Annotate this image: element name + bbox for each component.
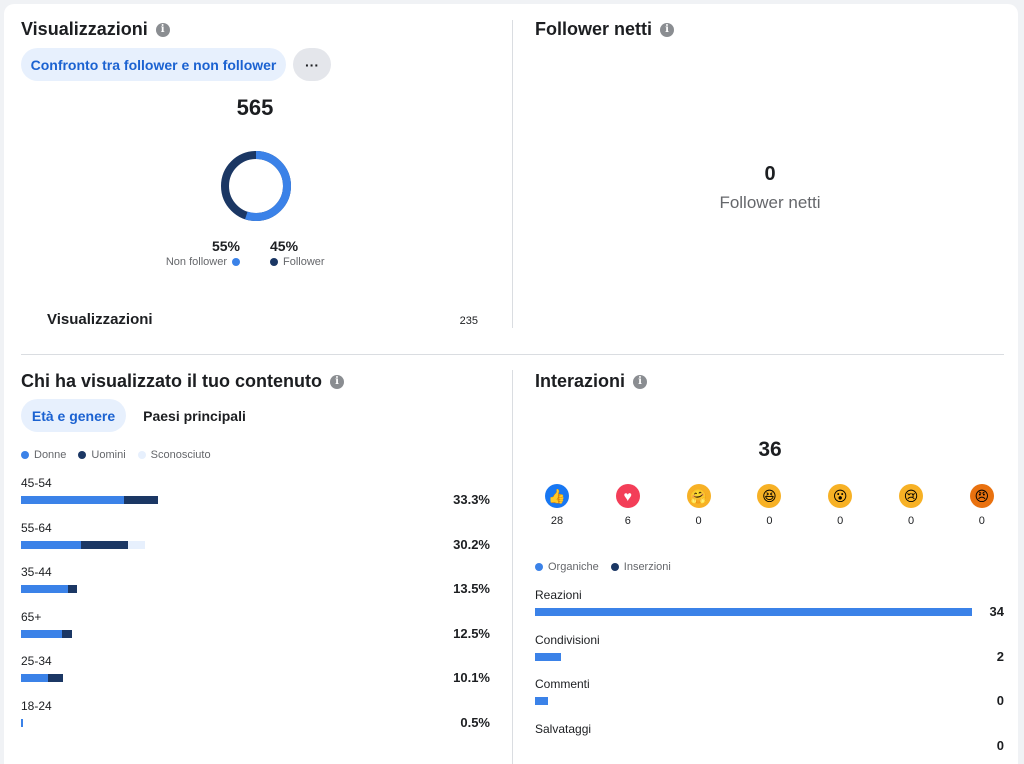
interaction-label: Condivisioni <box>535 632 600 647</box>
interactions-total: 36 <box>758 438 782 461</box>
reaction-count: 6 <box>624 515 631 527</box>
age-bar-segment-donne <box>21 585 69 593</box>
age-bar <box>21 718 24 727</box>
age-percent: 10.1% <box>453 670 490 685</box>
angry-icon[interactable]: 😠 <box>969 484 994 508</box>
age-bar <box>21 496 158 504</box>
follower-dot <box>270 258 278 266</box>
interaction-label: Reazioni <box>535 588 582 602</box>
care-icon[interactable]: 🤗 <box>686 484 711 508</box>
views-row-label: Visualizzazioni <box>47 311 153 328</box>
vertical-divider-top <box>512 20 513 328</box>
interaction-label: Salvataggi <box>535 721 592 736</box>
age-bar-segment-uomini <box>80 540 128 549</box>
like-icon[interactable]: 👍 <box>545 484 569 508</box>
age-label: 45-54 <box>21 476 52 490</box>
interaction-value: 0 <box>996 737 1004 753</box>
compare-followers-button[interactable]: Confronto tra follower e non follower <box>21 48 286 81</box>
net-followers-title: Follower netti i <box>535 19 674 40</box>
age-bar-segment-donne <box>21 540 81 549</box>
age-bar-segment-sconosciuto <box>127 540 146 549</box>
non-follower-stat: 55% Non follower <box>165 238 240 268</box>
info-icon[interactable]: i <box>155 22 170 37</box>
age-bar-segment-uomini <box>47 674 63 682</box>
age-bar <box>21 629 73 638</box>
vertical-divider-bottom <box>512 370 513 764</box>
age-percent: 30.2% <box>453 536 490 552</box>
wow-icon[interactable]: 😮 <box>828 484 853 508</box>
age-bar-segment-uomini <box>68 585 77 593</box>
follower-stat: 45% Follower <box>270 238 325 268</box>
age-bar-segment-donne <box>21 718 24 727</box>
reaction-count: 0 <box>907 515 915 527</box>
info-icon[interactable]: i <box>330 374 345 389</box>
age-percent: 13.5% <box>453 581 490 596</box>
age-label: 25-34 <box>21 654 52 668</box>
age-bar-segment-donne <box>21 629 63 638</box>
age-percent: 33.3% <box>453 492 490 507</box>
reaction-count: 0 <box>837 515 844 527</box>
love-icon[interactable]: ♥ <box>615 484 640 508</box>
age-bar <box>21 585 77 593</box>
views-title: Visualizzazioni i <box>21 19 170 40</box>
views-donut-chart <box>221 151 291 221</box>
insights-card <box>4 4 1018 764</box>
age-label: 18-24 <box>21 698 52 713</box>
interaction-bar <box>535 652 561 661</box>
horizontal-divider <box>21 354 1004 355</box>
interaction-value: 0 <box>996 693 1004 708</box>
age-percent: 0.5% <box>460 714 490 730</box>
info-icon[interactable]: i <box>633 374 648 389</box>
age-bar-segment-uomini <box>62 629 73 638</box>
net-followers-value: 0 <box>764 163 776 185</box>
views-row-value: 235 <box>459 315 478 327</box>
interaction-bar <box>535 608 972 616</box>
age-label: 65+ <box>21 609 42 624</box>
donut-slice-non-follower <box>221 151 291 221</box>
audience-title: Chi ha visualizzato il tuo contenuto i <box>21 371 345 392</box>
tab-age-gender[interactable]: Età e genere <box>21 399 126 432</box>
age-bar-segment-donne <box>21 674 48 682</box>
audience-legend: Donne Uomini Sconosciuto <box>21 449 211 461</box>
views-total: 565 <box>236 95 274 120</box>
haha-icon[interactable]: 😆 <box>757 484 782 508</box>
reaction-count: 0 <box>978 515 985 527</box>
age-percent: 12.5% <box>453 625 490 641</box>
interaction-value: 34 <box>989 604 1004 619</box>
interactions-title: Interazioni i <box>535 371 648 392</box>
tab-top-countries[interactable]: Paesi principali <box>143 407 246 424</box>
non-follower-dot <box>232 258 240 266</box>
sad-icon[interactable]: 😢 <box>899 484 923 508</box>
info-icon[interactable]: i <box>660 22 674 37</box>
age-bar <box>21 674 63 682</box>
reaction-count: 0 <box>766 515 773 527</box>
age-label: 55-64 <box>21 520 52 535</box>
reaction-count: 28 <box>550 515 564 527</box>
more-options-button[interactable]: ··· <box>293 48 331 81</box>
age-bar-segment-uomini <box>123 496 158 504</box>
reaction-count: 0 <box>695 515 702 527</box>
interaction-bar <box>535 697 548 705</box>
age-label: 35-44 <box>21 565 52 579</box>
interaction-value: 2 <box>996 648 1004 664</box>
age-bar-segment-donne <box>21 496 124 504</box>
interactions-legend: Organiche Inserzioni <box>535 561 671 573</box>
age-bar <box>21 540 146 549</box>
net-followers-label: Follower netti <box>719 193 821 212</box>
interaction-label: Commenti <box>535 677 590 691</box>
